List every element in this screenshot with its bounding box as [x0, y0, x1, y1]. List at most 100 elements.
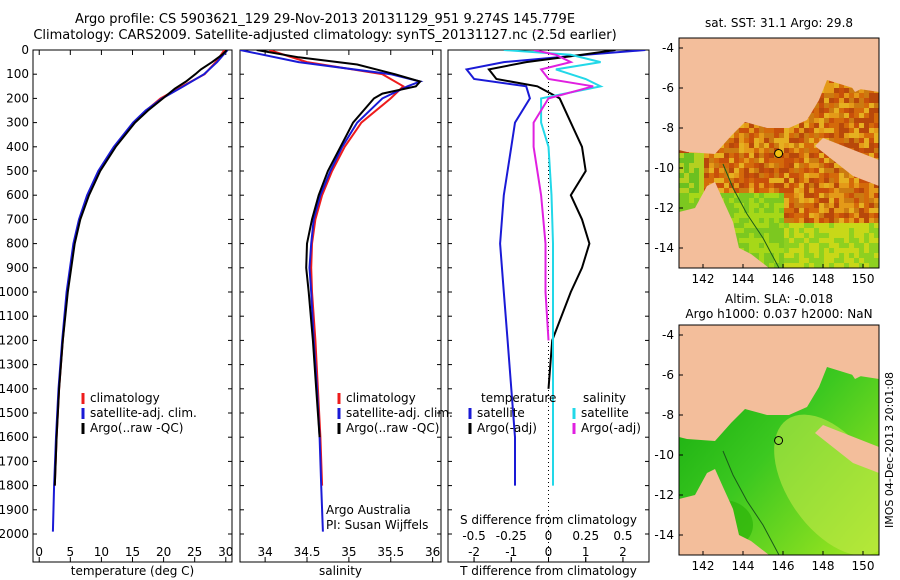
sst-pixel	[769, 148, 774, 153]
sst-pixel	[759, 153, 764, 158]
sst-pixel	[749, 188, 754, 193]
sst-pixel	[739, 213, 744, 218]
sst-pixel	[799, 188, 804, 193]
sst-pixel	[719, 153, 724, 158]
sst-pixel	[849, 253, 854, 258]
sst-pixel	[749, 178, 754, 183]
sst-pixel	[714, 178, 719, 183]
sst-pixel	[689, 193, 694, 198]
sst-pixel	[864, 128, 869, 133]
sst-pixel	[769, 188, 774, 193]
T-diff-tick-label: 1	[582, 545, 590, 559]
sla-depth-contour	[722, 450, 780, 555]
sst-pixel	[779, 133, 784, 138]
sst-pixel	[834, 188, 839, 193]
depth-tick-label: 2000	[0, 527, 29, 541]
sst-pixel	[864, 258, 869, 263]
sst-pixel	[839, 188, 844, 193]
sst-pixel	[874, 128, 879, 133]
sst-pixel	[834, 163, 839, 168]
sst-lat-tick-label: -6	[662, 81, 674, 95]
sst-pixel	[734, 198, 739, 203]
sst-pixel	[854, 248, 859, 253]
sst-pixel	[814, 168, 819, 173]
sst-pixel	[729, 208, 734, 213]
sst-pixel	[764, 133, 769, 138]
sst-pixel	[849, 183, 854, 188]
S-diff-tick-label: 0	[545, 529, 553, 543]
sst-pixel	[789, 223, 794, 228]
sst-pixel	[759, 168, 764, 173]
sst-pixel	[834, 113, 839, 118]
sst-pixel	[859, 198, 864, 203]
sst-pixel	[784, 233, 789, 238]
sst-pixel	[809, 113, 814, 118]
sst-pixel	[759, 208, 764, 213]
sst-pixel	[729, 148, 734, 153]
sst-pixel	[814, 183, 819, 188]
sst-pixel	[824, 243, 829, 248]
sst-pixel	[834, 128, 839, 133]
argo-float-marker	[774, 435, 784, 445]
sst-pixel	[794, 253, 799, 258]
sst-pixel	[829, 238, 834, 243]
sla-land-newbritain	[843, 347, 879, 379]
sst-pixel	[814, 113, 819, 118]
sst-pixel	[874, 248, 879, 253]
sst-pixel	[794, 208, 799, 213]
sst-pixel	[834, 193, 839, 198]
sst-pixel	[799, 198, 804, 203]
sst-pixel	[779, 218, 784, 223]
sst-pixel	[749, 123, 754, 128]
sst-pixel	[869, 118, 874, 123]
sst-pixel	[869, 193, 874, 198]
sla-lat-tick-label: -14	[654, 528, 674, 542]
sst-pixel	[769, 153, 774, 158]
sst-pixel	[734, 158, 739, 163]
sst-pixel	[859, 133, 864, 138]
temperature-legend-label: Argo(..raw -QC)	[90, 421, 183, 435]
sst-pixel	[759, 193, 764, 198]
sst-pixel	[759, 198, 764, 203]
sst-pixel	[689, 158, 694, 163]
sst-pixel	[799, 253, 804, 258]
sst-pixel	[754, 123, 759, 128]
sst-pixel	[774, 213, 779, 218]
sst-pixel	[789, 178, 794, 183]
sst-pixel	[804, 163, 809, 168]
sst-pixel	[774, 158, 779, 163]
sst-pixel	[814, 218, 819, 223]
sst-pixel	[764, 148, 769, 153]
sst-pixel	[844, 223, 849, 228]
sst-pixel	[744, 173, 749, 178]
sst-pixel	[869, 98, 874, 103]
sst-pixel	[804, 218, 809, 223]
sst-pixel	[854, 118, 859, 123]
sst-pixel	[739, 203, 744, 208]
sst-land-papua-tip	[815, 138, 879, 186]
sst-pixel	[834, 103, 839, 108]
sst-pixel	[859, 233, 864, 238]
temperature-legend-label: climatology	[90, 391, 160, 405]
sst-pixel	[859, 148, 864, 153]
sst-pixel	[819, 103, 824, 108]
sst-pixel	[819, 93, 824, 98]
sst-pixel	[739, 188, 744, 193]
sst-pixel	[779, 183, 784, 188]
sst-pixel	[754, 238, 759, 243]
sst-pixel	[859, 178, 864, 183]
sst-pixel	[859, 123, 864, 128]
depth-tick-label: 100	[6, 67, 29, 81]
argo-float-marker	[774, 148, 784, 158]
sst-pixel	[834, 243, 839, 248]
sst-pixel	[774, 178, 779, 183]
sst-pixel	[809, 118, 814, 123]
sst-pixel	[734, 188, 739, 193]
sst-pixel	[769, 213, 774, 218]
sst-pixel	[869, 238, 874, 243]
sst-pixel	[849, 248, 854, 253]
sst-pixel	[804, 198, 809, 203]
sst-pixel	[809, 213, 814, 218]
sst-lat-tick-label: -12	[654, 201, 674, 215]
sst-pixel	[794, 178, 799, 183]
